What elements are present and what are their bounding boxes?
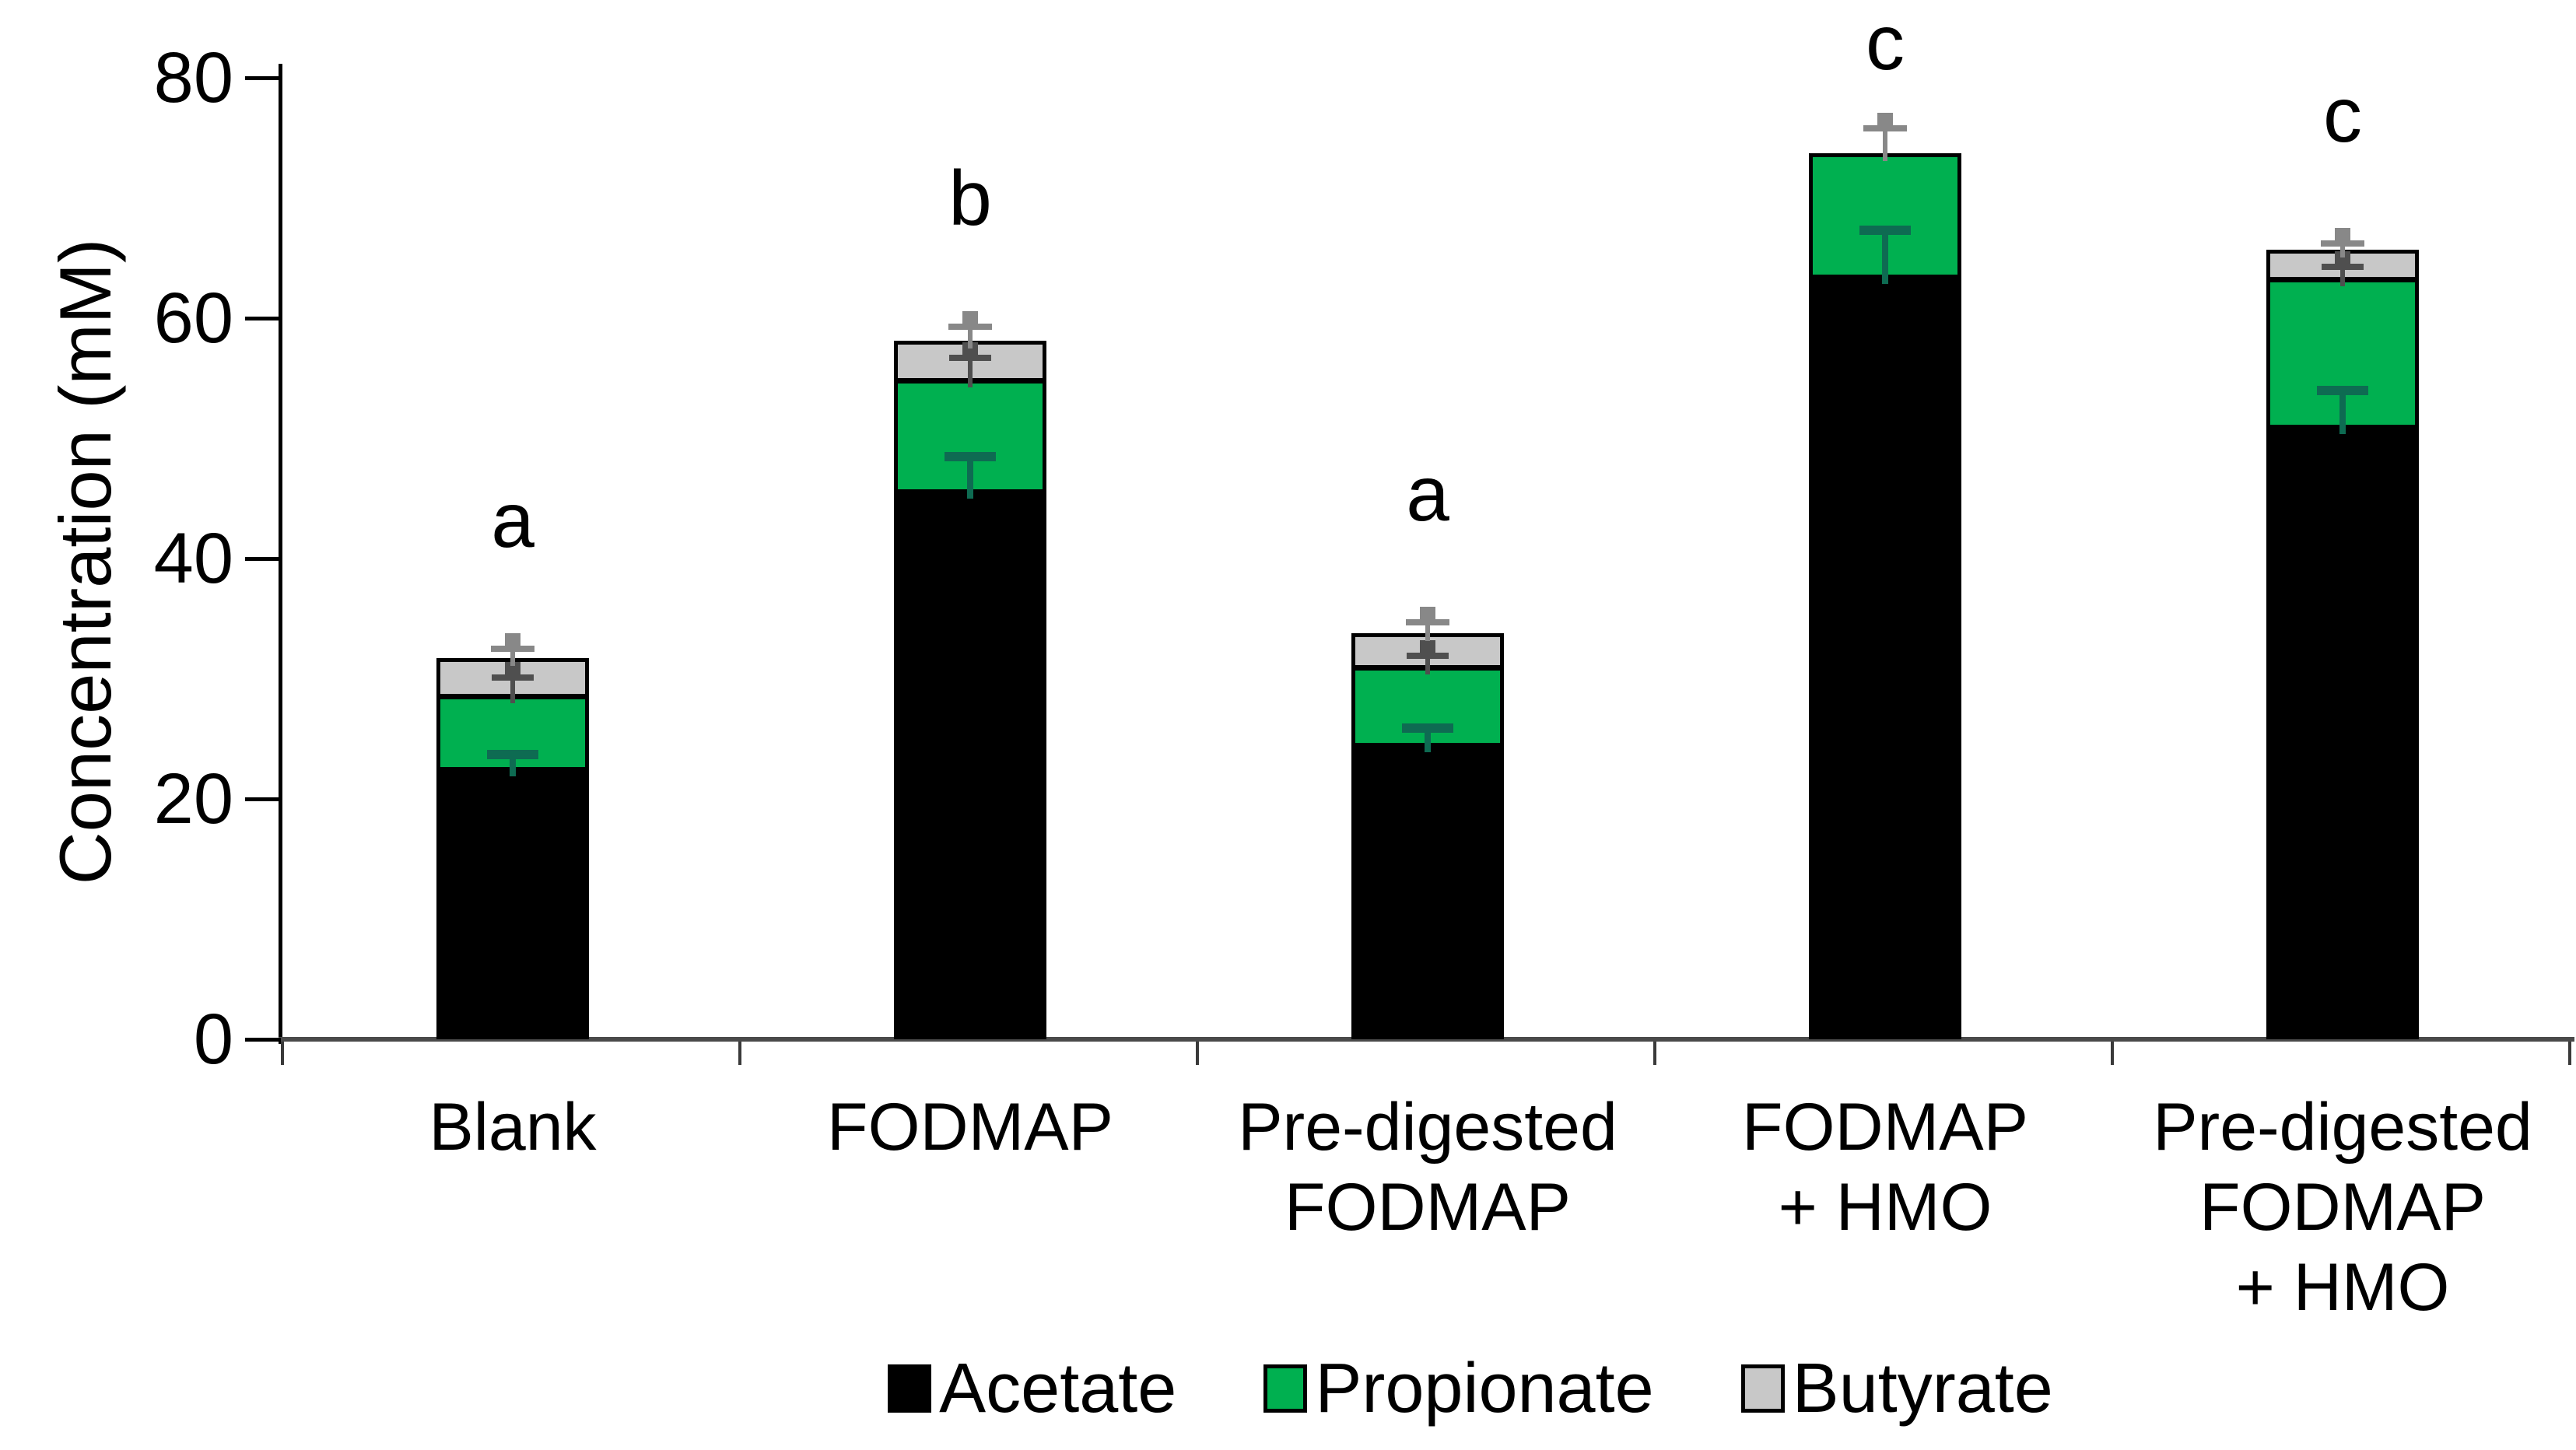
significance-letter: a [491, 476, 534, 564]
error-bar-stem [1425, 656, 1430, 675]
category-label: Pre-digested FODMAP + HMO [2153, 1090, 2532, 1326]
y-tick-label: 80 [153, 38, 233, 117]
legend-swatch-propionate [1263, 1364, 1308, 1413]
error-bar-knob [962, 310, 978, 324]
error-bar-cap [948, 323, 992, 330]
category-label: FODMAP + HMO [1742, 1090, 2028, 1245]
significance-letter: a [1406, 450, 1449, 538]
category-label: Blank [429, 1090, 597, 1165]
x-axis-tick [1653, 1042, 1656, 1065]
error-bar-cap [2317, 385, 2368, 395]
category-label: Pre-digested FODMAP [1238, 1090, 1617, 1245]
bar-segment-acetate [436, 769, 589, 1039]
y-axis-tick [245, 797, 281, 801]
legend-item-propionate: Propionate [1263, 1350, 1654, 1427]
error-bar-stem [2340, 266, 2345, 286]
y-axis-tick [245, 557, 281, 561]
error-bar-knob [1420, 606, 1435, 619]
legend-swatch-butyrate [1740, 1364, 1785, 1413]
error-bar-stem [2339, 390, 2346, 435]
error-bar-cap [491, 645, 534, 652]
legend-label: Propionate [1315, 1350, 1654, 1427]
error-bar-stem [1882, 230, 1888, 284]
significance-letter: c [2323, 72, 2362, 159]
error-bar-stem [2340, 243, 2345, 257]
error-bar-cap [1863, 124, 1907, 131]
error-bar-stem [1883, 128, 1887, 162]
significance-letter: b [948, 154, 992, 242]
y-tick-label: 20 [153, 759, 233, 839]
error-bar-knob [505, 632, 520, 646]
error-bar-stem [967, 456, 973, 499]
error-bar-stem [1425, 622, 1430, 641]
error-bar-stem [1425, 727, 1431, 753]
legend-swatch-acetate [888, 1364, 932, 1413]
x-axis-tick [1196, 1042, 1199, 1065]
error-bar-cap [492, 674, 534, 681]
y-tick-label: 0 [193, 1000, 233, 1079]
category-label: FODMAP [827, 1090, 1113, 1165]
x-axis-tick [738, 1042, 741, 1065]
error-bar-cap [487, 749, 538, 759]
error-bar-knob [2335, 228, 2350, 241]
legend-item-acetate: Acetate [888, 1354, 1176, 1424]
error-bar-knob [1420, 640, 1435, 653]
significance-letter: c [1866, 0, 1905, 86]
x-axis-line [279, 1037, 2574, 1042]
chart-legend: Acetate Propionate Butyrate [327, 1354, 2576, 1424]
error-bar-stem [510, 648, 515, 667]
error-bar-cap [2322, 263, 2364, 270]
error-bar-stem [510, 754, 516, 777]
y-tick-label: 60 [153, 278, 233, 358]
error-bar-stem [968, 357, 973, 387]
error-bar-cap [945, 451, 996, 461]
x-axis-tick [281, 1042, 284, 1065]
y-axis-line [279, 64, 282, 1044]
error-bar-cap [1859, 226, 1911, 236]
legend-label: Acetate [939, 1350, 1177, 1427]
error-bar-stem [968, 326, 973, 349]
y-axis-tick [245, 76, 281, 80]
legend-label: Butyrate [1792, 1350, 2053, 1427]
y-tick-label: 40 [153, 519, 233, 598]
bar-segment-acetate [1351, 744, 1504, 1039]
y-axis-tick [245, 317, 281, 320]
error-bar-cap [949, 354, 991, 361]
bar-segment-acetate [1809, 275, 1961, 1039]
error-bar-cap [2321, 240, 2364, 247]
error-bar-knob [1877, 112, 1893, 125]
y-axis-tick [245, 1038, 281, 1042]
x-axis-tick [2568, 1042, 2571, 1065]
bar-segment-acetate [894, 491, 1046, 1039]
error-bar-cap [1407, 653, 1449, 660]
bar-segment-acetate [2266, 426, 2419, 1039]
x-axis-tick [2111, 1042, 2114, 1065]
error-bar-cap [1406, 618, 1449, 625]
error-bar-knob [505, 661, 520, 674]
error-bar-stem [510, 677, 515, 704]
legend-item-butyrate: Butyrate [1740, 1350, 2053, 1427]
error-bar-cap [1402, 723, 1453, 733]
